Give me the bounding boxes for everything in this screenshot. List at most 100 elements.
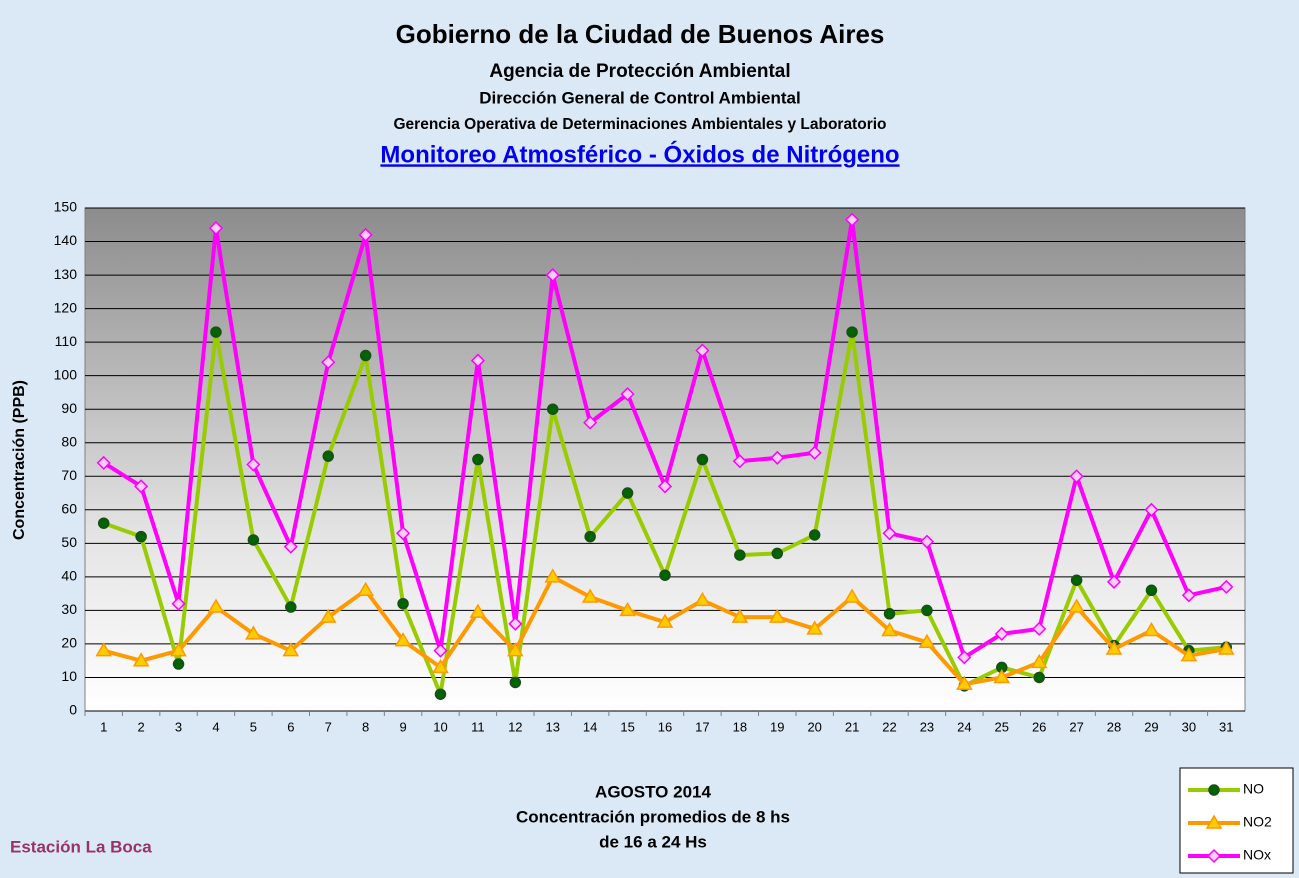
- link[interactable]: Monitoreo Atmosférico - Óxidos de Nitróg…: [380, 140, 899, 168]
- x-tick-label: 16: [658, 719, 672, 734]
- marker: [397, 597, 409, 610]
- x-tick-label: 5: [250, 719, 257, 734]
- marker: [581, 588, 599, 603]
- x-tick-label: 31: [1219, 719, 1233, 734]
- marker: [283, 539, 298, 554]
- marker: [1068, 598, 1085, 613]
- marker: [359, 349, 372, 362]
- marker: [1106, 574, 1122, 589]
- x-tick-label: 11: [471, 719, 485, 734]
- y-tick-label: 110: [55, 333, 78, 349]
- marker: [207, 598, 225, 613]
- marker: [1205, 814, 1223, 829]
- marker: [620, 387, 635, 402]
- x-tick-label: 19: [770, 719, 784, 734]
- marker: [621, 487, 634, 499]
- marker: [1032, 621, 1047, 636]
- caption: Concentración promedios de 8 hs: [516, 807, 790, 826]
- y-tick-label: 60: [61, 501, 77, 517]
- marker: [396, 526, 411, 541]
- marker: [882, 526, 897, 541]
- marker: [1030, 653, 1048, 669]
- marker: [1069, 469, 1084, 484]
- y-tick-label: 120: [54, 299, 78, 315]
- marker: [808, 529, 821, 541]
- marker: [696, 453, 709, 466]
- marker: [1145, 584, 1158, 597]
- marker: [285, 601, 297, 613]
- x-tick-label: 29: [1144, 719, 1158, 734]
- marker: [470, 353, 485, 368]
- marker: [132, 652, 150, 667]
- marker: [583, 415, 598, 430]
- subtitle: Dirección General de Control Ambiental: [479, 88, 801, 107]
- x-tick-label: 27: [1069, 719, 1083, 734]
- x-tick-label: 22: [882, 719, 896, 734]
- x-tick-label: 1: [100, 719, 107, 734]
- marker: [208, 221, 224, 236]
- marker: [509, 676, 522, 689]
- legend-label: NO: [1243, 781, 1264, 797]
- marker: [956, 675, 973, 690]
- x-tick-label: 7: [325, 719, 332, 734]
- marker: [994, 626, 1009, 641]
- x-tick-label: 3: [175, 719, 182, 734]
- caption: AGOSTO 2014: [595, 782, 711, 801]
- x-tick-label: 15: [620, 719, 634, 734]
- x-tick-label: 13: [546, 719, 560, 734]
- subtitle: Gerencia Operativa de Determinaciones Am…: [393, 116, 886, 133]
- y-tick-label: 70: [61, 467, 77, 483]
- marker: [1143, 622, 1160, 637]
- marker: [246, 457, 261, 472]
- marker: [357, 581, 374, 597]
- marker: [434, 688, 447, 700]
- marker: [619, 601, 636, 617]
- marker: [734, 549, 746, 561]
- legend-label: NOx: [1243, 847, 1271, 863]
- x-tick-label: 4: [212, 719, 219, 734]
- marker: [546, 403, 559, 415]
- y-axis-label: Concentración (PPB): [11, 380, 28, 540]
- marker: [731, 608, 749, 623]
- marker: [918, 633, 936, 649]
- marker: [883, 608, 896, 620]
- marker: [806, 620, 823, 635]
- x-tick-label: 28: [1107, 719, 1121, 734]
- marker: [319, 608, 337, 623]
- x-tick-label: 12: [508, 719, 522, 734]
- marker: [95, 642, 113, 657]
- x-tick-label: 25: [995, 719, 1009, 734]
- marker: [993, 668, 1011, 684]
- y-tick-label: 30: [61, 601, 77, 617]
- marker: [694, 591, 711, 607]
- x-tick-label: 18: [733, 719, 747, 734]
- marker: [584, 530, 596, 543]
- caption: de 16 a 24 Hs: [599, 832, 707, 851]
- marker: [507, 642, 524, 657]
- marker: [135, 530, 147, 543]
- y-tick-label: 50: [61, 534, 77, 550]
- subtitle: Agencia de Protección Ambiental: [489, 61, 790, 82]
- marker: [695, 343, 710, 358]
- marker: [508, 616, 523, 631]
- y-tick-label: 20: [61, 635, 77, 651]
- marker: [172, 658, 185, 670]
- marker: [247, 534, 260, 546]
- marker: [96, 455, 111, 470]
- marker: [433, 643, 448, 658]
- station: Estación La Boca: [10, 837, 152, 856]
- marker: [770, 450, 785, 465]
- marker: [472, 453, 484, 466]
- marker: [282, 642, 300, 657]
- marker: [1181, 588, 1196, 603]
- marker: [881, 622, 898, 637]
- x-tick-label: 6: [287, 719, 294, 734]
- marker: [921, 604, 933, 617]
- marker: [919, 534, 934, 549]
- marker: [432, 658, 449, 674]
- marker: [1180, 647, 1198, 662]
- marker: [1206, 848, 1222, 864]
- marker: [245, 625, 262, 640]
- marker: [97, 517, 110, 529]
- y-tick-label: 0: [69, 702, 77, 718]
